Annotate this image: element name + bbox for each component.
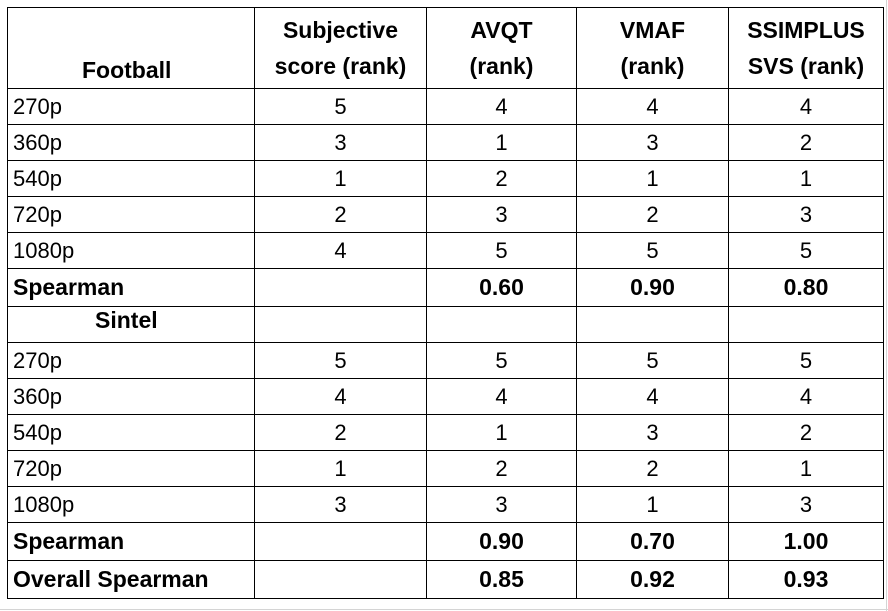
avqt-cell[interactable]: 4 xyxy=(426,88,577,125)
resolution-cell[interactable]: 540p xyxy=(7,414,255,451)
ssimplus-cell[interactable]: 2 xyxy=(728,414,884,451)
subjective-cell[interactable]: 2 xyxy=(254,414,427,451)
football-title-cell[interactable]: Football xyxy=(7,7,255,89)
table-row: 720p 1 2 2 1 xyxy=(7,450,884,487)
sintel-spearman-row: Spearman 0.90 0.70 1.00 xyxy=(7,522,884,561)
header-row: Football Subjective score (rank) AVQT (r… xyxy=(7,7,884,89)
avqt-spearman[interactable]: 0.90 xyxy=(426,522,577,561)
table-row: 360p 4 4 4 4 xyxy=(7,378,884,415)
subjective-cell[interactable]: 5 xyxy=(254,88,427,125)
ssimplus-cell[interactable]: 3 xyxy=(728,196,884,233)
subjective-cell[interactable]: 3 xyxy=(254,124,427,161)
avqt-overall-spearman[interactable]: 0.85 xyxy=(426,560,577,599)
subjective-cell[interactable]: 4 xyxy=(254,232,427,269)
table-row: 360p 3 1 3 2 xyxy=(7,124,884,161)
ssimplus-cell[interactable]: 4 xyxy=(728,88,884,125)
empty-cell[interactable] xyxy=(254,522,427,561)
avqt-cell[interactable]: 5 xyxy=(426,342,577,379)
ssimplus-cell[interactable]: 3 xyxy=(728,486,884,523)
resolution-cell[interactable]: 720p xyxy=(7,196,255,233)
ssimplus-cell[interactable]: 5 xyxy=(728,342,884,379)
avqt-cell[interactable]: 1 xyxy=(426,414,577,451)
table-row: 1080p 4 5 5 5 xyxy=(7,232,884,269)
ranking-table: Football Subjective score (rank) AVQT (r… xyxy=(7,7,884,599)
avqt-cell[interactable]: 3 xyxy=(426,196,577,233)
vmaf-cell[interactable]: 2 xyxy=(576,196,729,233)
vmaf-spearman[interactable]: 0.90 xyxy=(576,268,729,307)
grid-line xyxy=(0,609,888,610)
empty-cell[interactable] xyxy=(576,306,729,343)
empty-cell[interactable] xyxy=(254,560,427,599)
resolution-cell[interactable]: 540p xyxy=(7,160,255,197)
avqt-cell[interactable]: 2 xyxy=(426,450,577,487)
resolution-cell[interactable]: 270p xyxy=(7,342,255,379)
vmaf-cell[interactable]: 1 xyxy=(576,486,729,523)
subjective-cell[interactable]: 2 xyxy=(254,196,427,233)
vmaf-overall-spearman[interactable]: 0.92 xyxy=(576,560,729,599)
empty-cell[interactable] xyxy=(426,306,577,343)
avqt-header-cell[interactable]: AVQT (rank) xyxy=(426,7,577,89)
vmaf-cell[interactable]: 3 xyxy=(576,124,729,161)
table-row: 270p 5 4 4 4 xyxy=(7,88,884,125)
avqt-cell[interactable]: 4 xyxy=(426,378,577,415)
ssimplus-header: SSIMPLUS SVS (rank) xyxy=(747,17,865,79)
table-row: 540p 1 2 1 1 xyxy=(7,160,884,197)
overall-spearman-label[interactable]: Overall Spearman xyxy=(7,560,255,599)
table-row: 1080p 3 3 1 3 xyxy=(7,486,884,523)
football-title: Football xyxy=(82,57,172,83)
avqt-spearman[interactable]: 0.60 xyxy=(426,268,577,307)
football-spearman-row: Spearman 0.60 0.90 0.80 xyxy=(7,268,884,307)
vmaf-spearman[interactable]: 0.70 xyxy=(576,522,729,561)
resolution-cell[interactable]: 360p xyxy=(7,378,255,415)
sintel-title[interactable]: Sintel xyxy=(7,306,255,343)
vmaf-cell[interactable]: 3 xyxy=(576,414,729,451)
avqt-cell[interactable]: 5 xyxy=(426,232,577,269)
vmaf-cell[interactable]: 2 xyxy=(576,450,729,487)
subjective-cell[interactable]: 1 xyxy=(254,160,427,197)
vmaf-header: VMAF (rank) xyxy=(619,17,686,79)
empty-cell[interactable] xyxy=(254,268,427,307)
ssimplus-cell[interactable]: 1 xyxy=(728,450,884,487)
table-row: 270p 5 5 5 5 xyxy=(7,342,884,379)
avqt-cell[interactable]: 3 xyxy=(426,486,577,523)
subjective-header: Subjective score (rank) xyxy=(274,17,407,79)
ssimplus-header-cell[interactable]: SSIMPLUS SVS (rank) xyxy=(728,7,884,89)
subjective-cell[interactable]: 1 xyxy=(254,450,427,487)
grid-line xyxy=(886,0,887,611)
ssimplus-spearman[interactable]: 1.00 xyxy=(728,522,884,561)
empty-cell[interactable] xyxy=(728,306,884,343)
vmaf-cell[interactable]: 1 xyxy=(576,160,729,197)
spearman-label[interactable]: Spearman xyxy=(7,268,255,307)
empty-cell[interactable] xyxy=(254,306,427,343)
resolution-cell[interactable]: 1080p xyxy=(7,486,255,523)
vmaf-cell[interactable]: 5 xyxy=(576,342,729,379)
ssimplus-overall-spearman[interactable]: 0.93 xyxy=(728,560,884,599)
overall-spearman-row: Overall Spearman 0.85 0.92 0.93 xyxy=(7,560,884,599)
avqt-cell[interactable]: 1 xyxy=(426,124,577,161)
resolution-cell[interactable]: 360p xyxy=(7,124,255,161)
ssimplus-cell[interactable]: 4 xyxy=(728,378,884,415)
vmaf-cell[interactable]: 4 xyxy=(576,378,729,415)
table-row: 540p 2 1 3 2 xyxy=(7,414,884,451)
subjective-header-cell[interactable]: Subjective score (rank) xyxy=(254,7,427,89)
resolution-cell[interactable]: 270p xyxy=(7,88,255,125)
resolution-cell[interactable]: 1080p xyxy=(7,232,255,269)
vmaf-cell[interactable]: 4 xyxy=(576,88,729,125)
avqt-header: AVQT (rank) xyxy=(469,17,534,79)
table-row: 720p 2 3 2 3 xyxy=(7,196,884,233)
subjective-cell[interactable]: 3 xyxy=(254,486,427,523)
subjective-cell[interactable]: 5 xyxy=(254,342,427,379)
avqt-cell[interactable]: 2 xyxy=(426,160,577,197)
ssimplus-cell[interactable]: 5 xyxy=(728,232,884,269)
subjective-cell[interactable]: 4 xyxy=(254,378,427,415)
spearman-label[interactable]: Spearman xyxy=(7,522,255,561)
ssimplus-cell[interactable]: 1 xyxy=(728,160,884,197)
resolution-cell[interactable]: 720p xyxy=(7,450,255,487)
vmaf-header-cell[interactable]: VMAF (rank) xyxy=(576,7,729,89)
sintel-title-row: Sintel xyxy=(7,306,884,343)
ssimplus-spearman[interactable]: 0.80 xyxy=(728,268,884,307)
vmaf-cell[interactable]: 5 xyxy=(576,232,729,269)
ssimplus-cell[interactable]: 2 xyxy=(728,124,884,161)
